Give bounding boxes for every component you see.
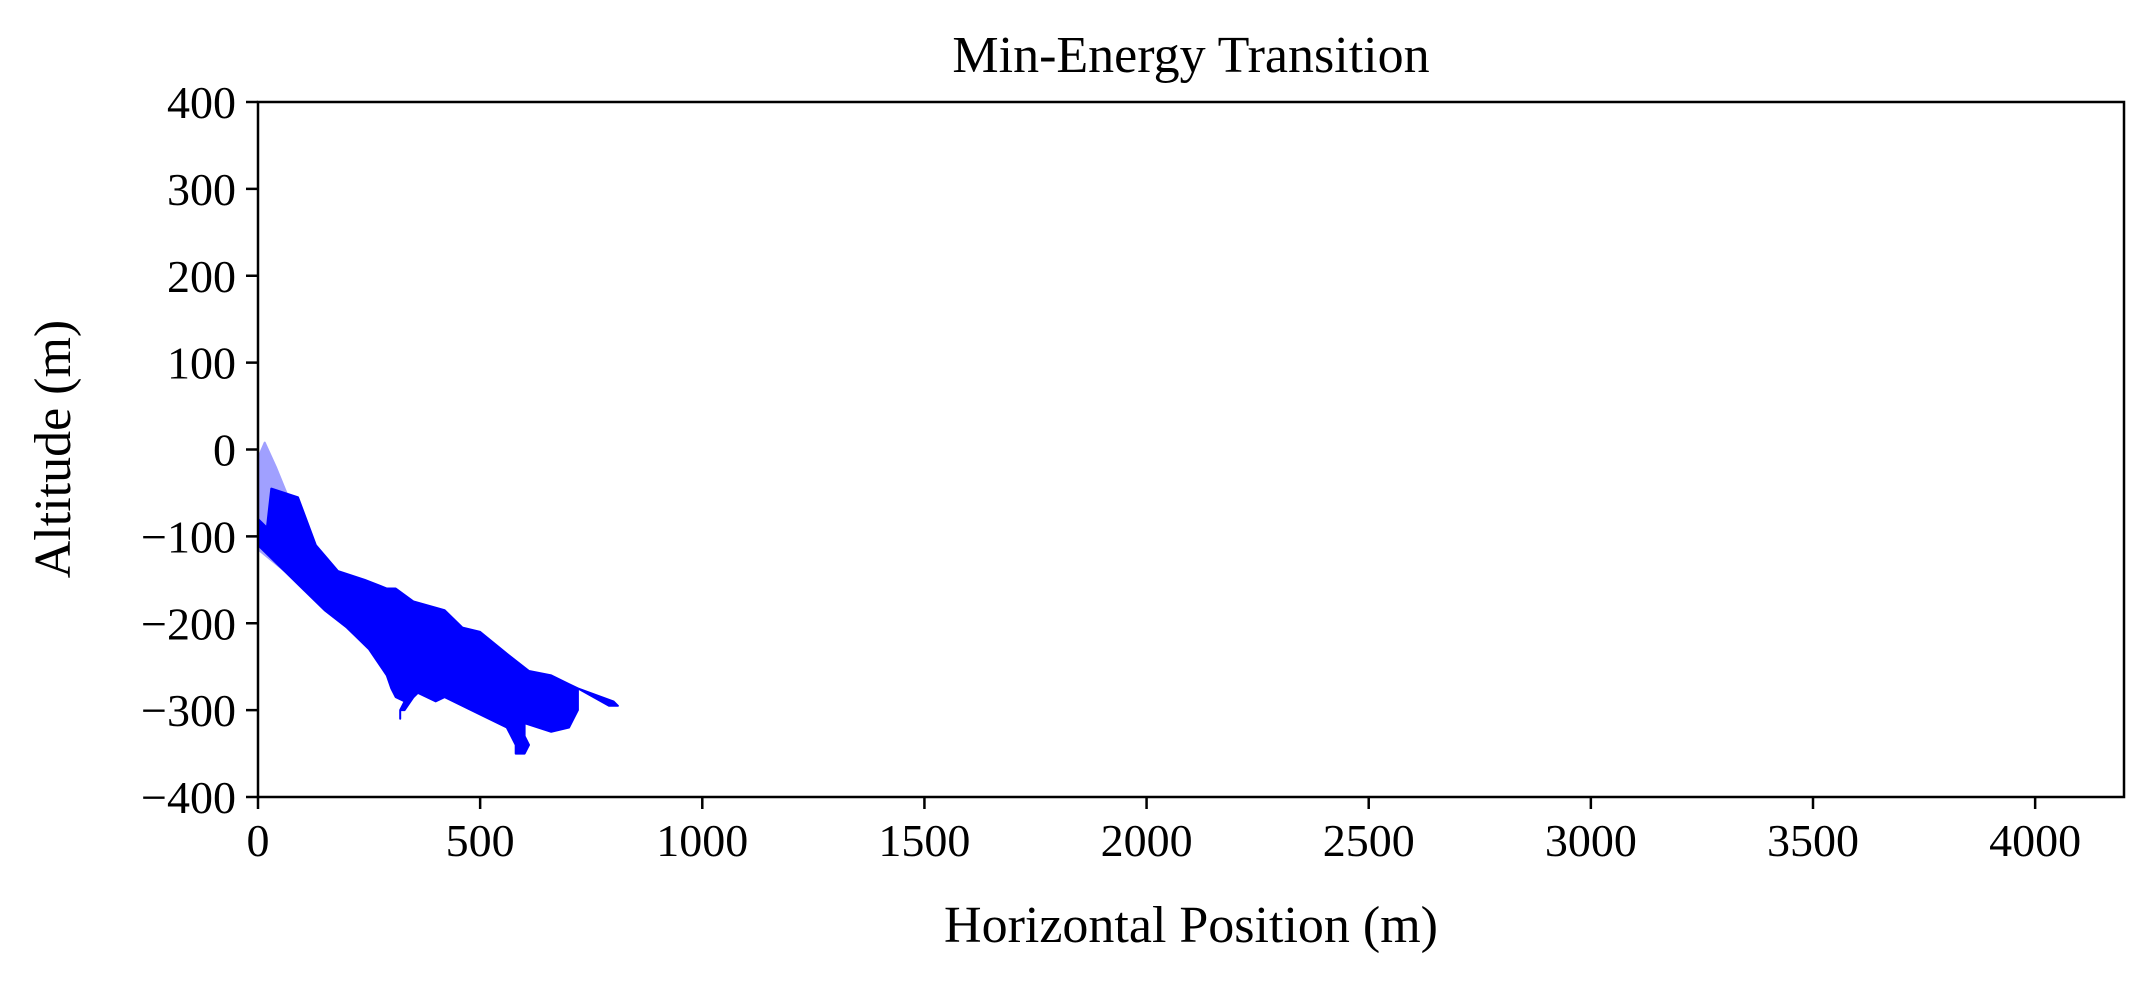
x-tick-label: 3500 bbox=[1767, 815, 1859, 866]
y-tick-label: 0 bbox=[213, 425, 236, 476]
x-tick-label: 4000 bbox=[1989, 815, 2081, 866]
y-tick-label: −100 bbox=[141, 511, 236, 562]
x-tick-label: 1000 bbox=[656, 815, 748, 866]
x-tick-label: 3000 bbox=[1545, 815, 1637, 866]
plot-area bbox=[257, 441, 619, 755]
y-tick-label: 300 bbox=[167, 164, 236, 215]
x-tick-label: 2000 bbox=[1101, 815, 1193, 866]
x-axis-label: Horizontal Position (m) bbox=[944, 897, 1438, 954]
y-tick-label: 200 bbox=[167, 251, 236, 302]
y-axis: −400 −300 −200 −100 0 100 200 300 400 bbox=[141, 77, 258, 823]
y-tick-label: −400 bbox=[141, 772, 236, 823]
x-tick-label: 2500 bbox=[1323, 815, 1415, 866]
y-tick-label: 100 bbox=[167, 338, 236, 389]
x-axis: 0 500 1000 1500 2000 2500 3000 3500 4000 bbox=[247, 797, 2081, 866]
y-axis-label: Altitude (m) bbox=[25, 320, 82, 579]
aircraft-silhouette bbox=[257, 487, 619, 755]
y-tick-label: 400 bbox=[167, 77, 236, 128]
chart-title: Min-Energy Transition bbox=[952, 27, 1429, 84]
y-tick-label: −200 bbox=[141, 598, 236, 649]
x-tick-label: 1500 bbox=[878, 815, 970, 866]
x-tick-label: 0 bbox=[247, 815, 270, 866]
y-tick-label: −300 bbox=[141, 685, 236, 736]
x-tick-label: 500 bbox=[446, 815, 515, 866]
